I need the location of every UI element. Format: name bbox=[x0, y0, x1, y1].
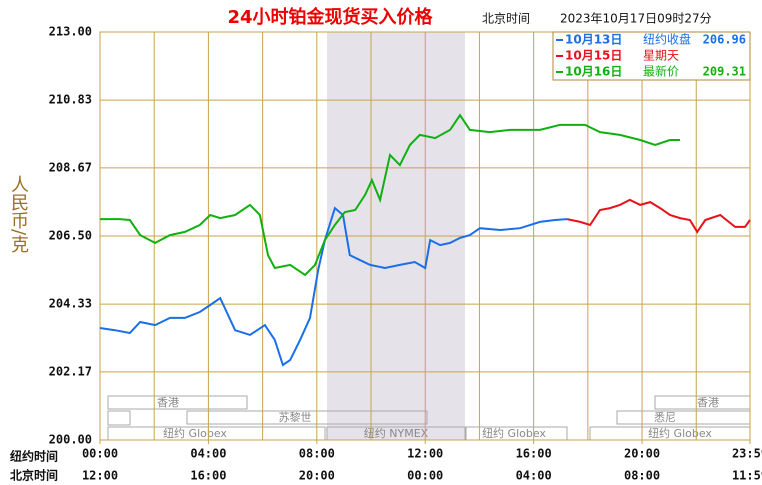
session-label: 纽约 NYMEX bbox=[364, 426, 429, 440]
x-tick-label: 04:00 bbox=[190, 447, 226, 461]
x-tick-label: 08:00 bbox=[299, 447, 335, 461]
x-tick-label-beijing: 08:00 bbox=[624, 469, 660, 483]
session-label: 香港 bbox=[697, 396, 719, 409]
session-label: 纽约 Globex bbox=[482, 426, 546, 440]
chart-title: 24小时铂金现货买入价格 bbox=[227, 6, 433, 28]
x-tick-label: 20:00 bbox=[624, 447, 660, 461]
series-line bbox=[99, 206, 568, 367]
x-tick-label: 12:00 bbox=[407, 447, 443, 461]
x-tick-label-beijing: 04:00 bbox=[516, 469, 552, 483]
series-line bbox=[566, 198, 751, 234]
session-box bbox=[107, 410, 131, 426]
legend: 10月13日 纽约收盘 206.96 10月15日 星期天 10月16日 最新价 209.31 bbox=[552, 31, 751, 81]
y-tick-label: 210.83 bbox=[49, 93, 92, 107]
x-tick-label-beijing: 00:00 bbox=[407, 469, 443, 483]
legend-note: 纽约收盘 bbox=[643, 32, 691, 47]
series-line bbox=[100, 113, 680, 277]
x-row-label: 北京时间 bbox=[10, 468, 58, 483]
y-tick-label: 200.00 bbox=[49, 433, 92, 447]
x-tick-label-beijing: 11:59 bbox=[732, 469, 762, 483]
x-tick-label: 23:59 bbox=[732, 447, 762, 461]
legend-value: 209.31 bbox=[703, 65, 746, 79]
session-box bbox=[107, 395, 248, 410]
legend-name: 10月16日 bbox=[565, 65, 622, 79]
y-tick-label: 206.50 bbox=[49, 229, 92, 243]
subtitle-label: 北京时间 bbox=[482, 12, 530, 26]
y-tick-label: 204.33 bbox=[49, 297, 92, 311]
session-label: 纽约 Globex bbox=[648, 426, 712, 440]
session-label: 纽约 Globex bbox=[163, 426, 227, 440]
session-label: 苏黎世 bbox=[279, 410, 312, 424]
legend-name: 10月15日 bbox=[565, 49, 622, 63]
x-tick-label: 00:00 bbox=[82, 447, 118, 461]
x-tick-label-beijing: 20:00 bbox=[299, 469, 335, 483]
legend-value: 206.96 bbox=[703, 33, 746, 47]
x-row-label: 纽约时间 bbox=[10, 449, 58, 464]
legend-note: 最新价 bbox=[643, 64, 679, 79]
timestamp: 2023年10月17日09时27分 bbox=[560, 12, 712, 26]
session-box bbox=[186, 410, 428, 425]
y-axis-label: 人民币/克 bbox=[8, 175, 29, 253]
y-tick-label: 202.17 bbox=[49, 364, 92, 378]
lines bbox=[99, 113, 751, 367]
session-label: 悉尼 bbox=[654, 411, 676, 424]
session-label: 香港 bbox=[157, 396, 179, 409]
x-tick-label-beijing: 16:00 bbox=[190, 469, 226, 483]
legend-note: 星期天 bbox=[643, 49, 679, 63]
x-tick-label-beijing: 12:00 bbox=[82, 469, 118, 483]
y-tick-label: 213.00 bbox=[49, 25, 92, 39]
x-tick-label: 16:00 bbox=[516, 447, 552, 461]
y-tick-label: 208.67 bbox=[49, 160, 92, 174]
legend-name: 10月13日 bbox=[565, 33, 622, 47]
legend-box bbox=[552, 31, 751, 81]
